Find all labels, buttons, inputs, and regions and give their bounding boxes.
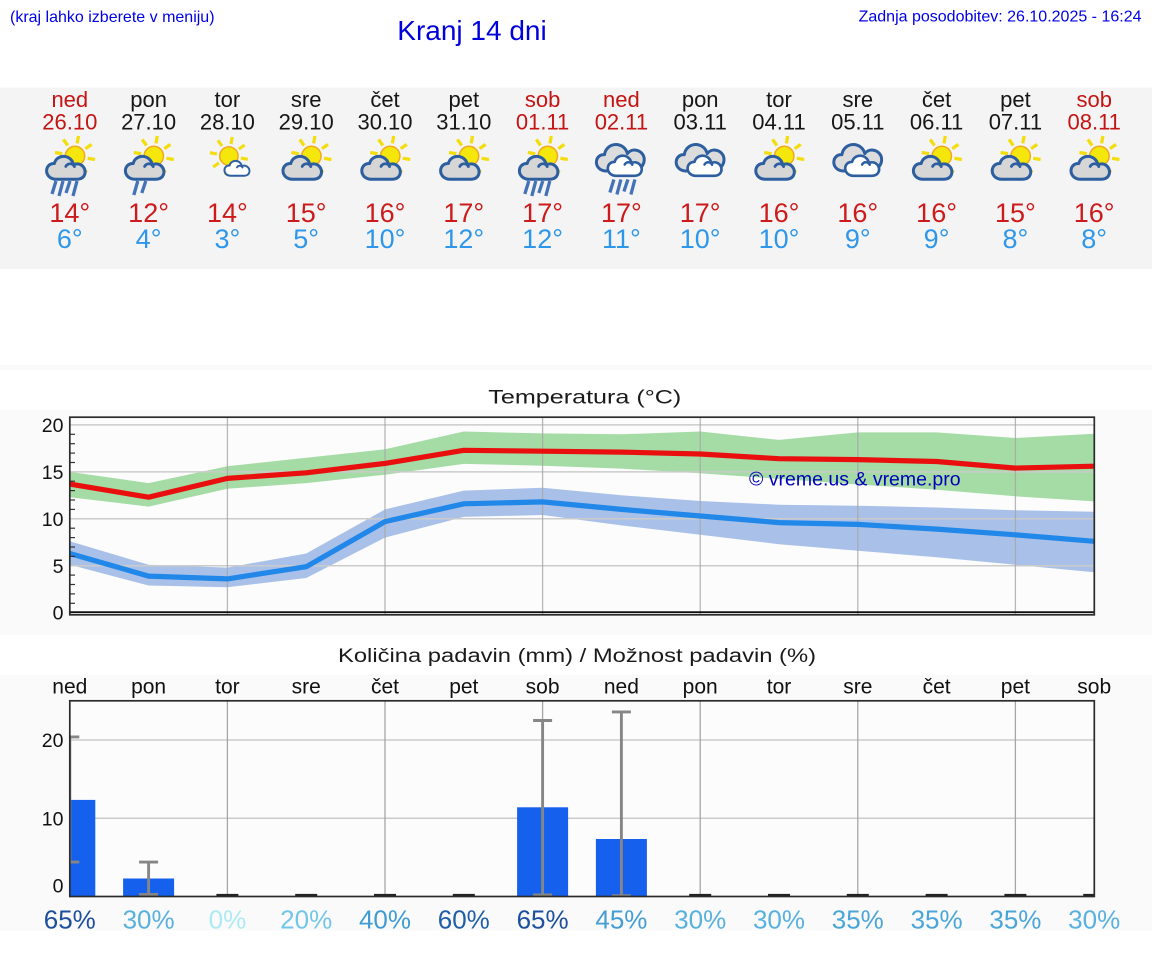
- svg-text:tor: tor: [215, 675, 240, 698]
- svg-text:17°: 17°: [522, 198, 563, 228]
- svg-text:0%: 0%: [209, 905, 247, 935]
- svg-text:sre: sre: [291, 87, 322, 112]
- svg-text:8°: 8°: [1002, 224, 1028, 254]
- svg-text:29.10: 29.10: [279, 110, 334, 135]
- svg-text:17°: 17°: [601, 198, 642, 228]
- svg-text:20%: 20%: [280, 905, 332, 935]
- svg-text:ned: ned: [51, 87, 88, 112]
- svg-text:Zadnja posodobitev: 26.10.2025: Zadnja posodobitev: 26.10.2025 - 16:24: [859, 8, 1142, 25]
- svg-text:0: 0: [53, 603, 64, 625]
- svg-text:pet: pet: [1000, 87, 1031, 112]
- svg-text:05.11: 05.11: [831, 110, 884, 135]
- svg-text:sob: sob: [1076, 87, 1111, 112]
- svg-text:(kraj lahko izberete v meniju): (kraj lahko izberete v meniju): [10, 9, 215, 26]
- svg-text:sob: sob: [525, 87, 560, 112]
- svg-text:15°: 15°: [995, 198, 1036, 228]
- svg-text:ned: ned: [604, 675, 639, 698]
- svg-text:6°: 6°: [57, 224, 83, 254]
- svg-text:27.10: 27.10: [121, 110, 176, 135]
- svg-text:sob: sob: [526, 675, 560, 698]
- svg-text:10°: 10°: [759, 224, 800, 254]
- svg-text:35%: 35%: [832, 905, 884, 935]
- svg-text:35%: 35%: [911, 905, 963, 935]
- svg-text:Kranj 14 dni: Kranj 14 dni: [397, 15, 546, 46]
- svg-text:03.11: 03.11: [673, 110, 726, 135]
- svg-text:15°: 15°: [286, 198, 327, 228]
- svg-text:sre: sre: [292, 675, 321, 698]
- svg-text:tor: tor: [767, 675, 792, 698]
- svg-text:pon: pon: [682, 87, 719, 112]
- svg-text:17°: 17°: [443, 198, 484, 228]
- svg-text:17°: 17°: [680, 198, 721, 228]
- svg-text:pet: pet: [1001, 675, 1030, 698]
- svg-text:16°: 16°: [916, 198, 957, 228]
- svg-text:30%: 30%: [753, 905, 805, 935]
- svg-text:30%: 30%: [123, 905, 175, 935]
- svg-text:11°: 11°: [602, 224, 641, 254]
- svg-text:8°: 8°: [1081, 224, 1107, 254]
- svg-text:čet: čet: [371, 675, 399, 698]
- svg-text:16°: 16°: [365, 198, 406, 228]
- svg-text:35%: 35%: [989, 905, 1041, 935]
- svg-text:0: 0: [53, 875, 64, 897]
- svg-text:14°: 14°: [49, 198, 90, 228]
- svg-text:26.10: 26.10: [42, 110, 97, 135]
- svg-text:4°: 4°: [136, 224, 162, 254]
- svg-text:sre: sre: [843, 87, 874, 112]
- svg-text:sre: sre: [843, 675, 872, 698]
- svg-text:30.10: 30.10: [357, 110, 412, 135]
- svg-text:tor: tor: [766, 87, 792, 112]
- svg-text:01.11: 01.11: [516, 110, 569, 135]
- svg-text:12°: 12°: [443, 224, 484, 254]
- svg-text:sob: sob: [1077, 675, 1111, 698]
- svg-text:pet: pet: [449, 87, 480, 112]
- svg-text:07.11: 07.11: [989, 110, 1042, 135]
- svg-text:čet: čet: [370, 87, 399, 112]
- svg-text:08.11: 08.11: [1067, 110, 1120, 135]
- svg-text:tor: tor: [215, 87, 241, 112]
- svg-text:20: 20: [42, 415, 64, 437]
- svg-text:10°: 10°: [680, 224, 721, 254]
- svg-text:60%: 60%: [438, 905, 490, 935]
- svg-text:04.11: 04.11: [752, 110, 805, 135]
- svg-text:02.11: 02.11: [595, 110, 648, 135]
- svg-text:12°: 12°: [522, 224, 563, 254]
- svg-text:9°: 9°: [924, 224, 950, 254]
- svg-text:čet: čet: [922, 87, 951, 112]
- svg-text:30%: 30%: [674, 905, 726, 935]
- svg-text:pon: pon: [130, 87, 167, 112]
- svg-text:31.10: 31.10: [436, 110, 491, 135]
- svg-text:16°: 16°: [837, 198, 878, 228]
- svg-text:16°: 16°: [759, 198, 800, 228]
- svg-text:06.11: 06.11: [910, 110, 963, 135]
- svg-text:15: 15: [42, 462, 64, 484]
- svg-text:16°: 16°: [1074, 198, 1115, 228]
- svg-text:20: 20: [42, 730, 64, 752]
- svg-text:© vreme.us & vreme.pro: © vreme.us & vreme.pro: [749, 468, 961, 490]
- svg-text:40%: 40%: [359, 905, 411, 935]
- svg-text:5: 5: [53, 556, 64, 578]
- svg-text:5°: 5°: [293, 224, 319, 254]
- svg-text:28.10: 28.10: [200, 110, 255, 135]
- svg-text:pon: pon: [131, 675, 166, 698]
- svg-text:12°: 12°: [128, 198, 169, 228]
- svg-text:14°: 14°: [207, 198, 248, 228]
- svg-text:65%: 65%: [44, 905, 96, 935]
- svg-text:45%: 45%: [595, 905, 647, 935]
- svg-text:10: 10: [42, 509, 64, 531]
- svg-text:Temperatura (°C): Temperatura (°C): [488, 387, 681, 408]
- svg-text:Količina padavin (mm) / Možnos: Količina padavin (mm) / Možnost padavin …: [338, 645, 816, 667]
- svg-text:3°: 3°: [214, 224, 240, 254]
- svg-text:pon: pon: [683, 675, 718, 698]
- svg-text:pet: pet: [449, 675, 478, 698]
- svg-text:10: 10: [42, 808, 64, 830]
- svg-text:10°: 10°: [365, 224, 406, 254]
- svg-text:65%: 65%: [517, 905, 569, 935]
- svg-text:ned: ned: [52, 675, 87, 698]
- svg-text:9°: 9°: [845, 224, 871, 254]
- svg-text:čet: čet: [923, 675, 951, 698]
- svg-text:30%: 30%: [1068, 905, 1120, 935]
- svg-text:ned: ned: [603, 87, 640, 112]
